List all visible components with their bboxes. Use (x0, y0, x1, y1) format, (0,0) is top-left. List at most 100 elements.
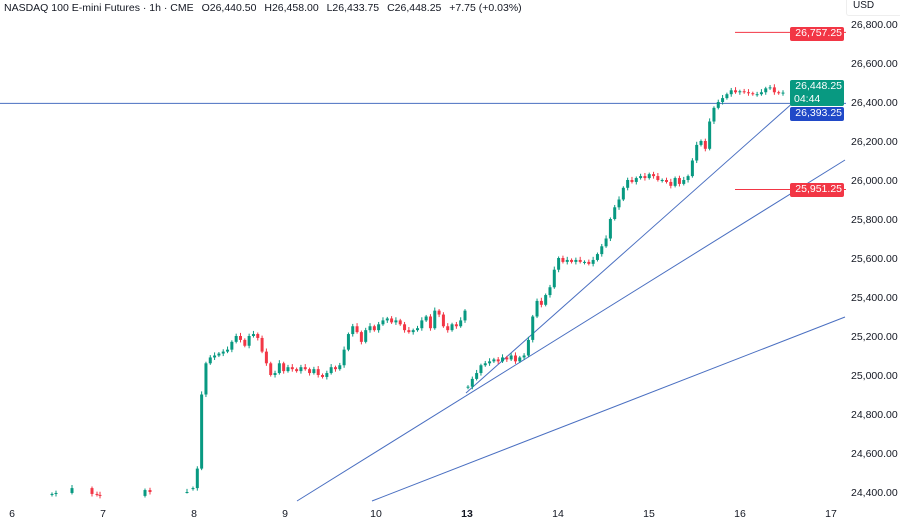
candle-body (552, 269, 556, 288)
candle-body (256, 334, 260, 338)
candle-body (608, 219, 612, 239)
candle-body (312, 369, 316, 374)
candle-body (403, 324, 407, 331)
candle-body (777, 92, 781, 94)
candle-body (630, 180, 634, 182)
candle-body (669, 181, 673, 186)
y-tick-label: 24,800.00 (851, 409, 898, 421)
candle-body (204, 363, 208, 395)
candle-body (526, 339, 530, 356)
candle-body (420, 320, 424, 329)
candle-body (673, 178, 677, 186)
candle-body (664, 180, 668, 182)
candle-body (407, 330, 411, 333)
last-price: 26,448.25 (795, 80, 842, 92)
candle-body (329, 367, 333, 374)
candle-body (424, 316, 428, 321)
candle-body (686, 176, 690, 180)
trendline (465, 84, 814, 394)
candle-body (496, 359, 500, 362)
candle-body (746, 92, 750, 94)
candle-body (570, 259, 574, 262)
candle-body (428, 316, 432, 329)
red-level-bottom-label: 25,951.25 (790, 183, 844, 197)
candle-body (574, 259, 578, 262)
chart-header: NASDAQ 100 E-mini Futures · 1h · CME O26… (4, 2, 527, 14)
candle-body (148, 490, 152, 492)
candle-body (548, 287, 552, 296)
bar-countdown: 04:44 (794, 93, 821, 105)
candle-body (660, 180, 664, 181)
candle-body (557, 258, 561, 270)
candle-body (734, 90, 738, 93)
candle-body (346, 334, 350, 350)
y-tick-label: 24,400.00 (851, 487, 898, 499)
candle-body (716, 102, 720, 108)
y-tick-label: 26,400.00 (851, 97, 898, 109)
candle-body (604, 238, 608, 247)
candle-body (699, 141, 703, 145)
candle-body (626, 180, 630, 188)
candle-body (221, 351, 225, 354)
candle-body (738, 91, 742, 93)
y-tick-label: 25,600.00 (851, 253, 898, 265)
candle-body (290, 367, 294, 370)
candle-body (260, 337, 264, 352)
candle-body (226, 349, 230, 352)
candle-body (273, 373, 277, 375)
candle-body (394, 320, 398, 323)
candle-body (368, 326, 372, 331)
candle-body (295, 369, 299, 372)
candle-body (217, 353, 221, 356)
candle-body (764, 88, 768, 93)
candle-body (535, 300, 539, 317)
candle-body (441, 314, 445, 327)
candle-body (505, 357, 509, 360)
candle-body (454, 324, 458, 327)
candle-body (338, 365, 342, 370)
x-tick-label: 9 (282, 508, 288, 520)
candle-body (682, 180, 686, 184)
candle-body (308, 369, 312, 374)
candle-body (390, 318, 394, 323)
y-tick-label: 25,800.00 (851, 214, 898, 226)
candle-body (355, 326, 359, 333)
candle-body (321, 375, 325, 377)
currency-button[interactable]: USD (846, 0, 900, 16)
candle-body (54, 492, 58, 494)
candle-body (475, 373, 479, 379)
candle-body (385, 318, 389, 321)
candle-body (652, 174, 656, 177)
candle-body (483, 363, 487, 366)
candle-body (518, 357, 522, 362)
candle-body (639, 176, 643, 179)
candle-body (509, 355, 513, 360)
candle-body (621, 187, 625, 200)
candle-body (595, 254, 599, 260)
candle-body (411, 330, 415, 333)
x-tick-label: 10 (370, 508, 382, 520)
candle-body (316, 369, 320, 375)
ohlc-high: H26,458.00 (264, 2, 319, 14)
x-tick-label: 7 (100, 508, 106, 520)
candle-body (613, 207, 617, 219)
x-tick-label: 16 (734, 508, 746, 520)
candle-body (299, 367, 303, 372)
candle-body (70, 488, 74, 493)
y-tick-label: 25,200.00 (851, 331, 898, 343)
y-tick-label: 26,000.00 (851, 175, 898, 187)
y-tick-label: 26,600.00 (851, 58, 898, 70)
ohlc-change: +7.75 (+0.03%) (449, 2, 522, 14)
candle-body (690, 160, 694, 177)
candle-body (634, 178, 638, 182)
candle-body (721, 98, 725, 102)
y-tick-label: 26,800.00 (851, 19, 898, 31)
symbol-title: NASDAQ 100 E-mini Futures · 1h · CME (4, 2, 194, 14)
candle-body (247, 336, 251, 346)
candle-body (703, 141, 707, 149)
candle-body (234, 336, 238, 342)
x-tick-label: 15 (643, 508, 655, 520)
candle-body (578, 259, 582, 262)
candle-body (185, 492, 189, 493)
